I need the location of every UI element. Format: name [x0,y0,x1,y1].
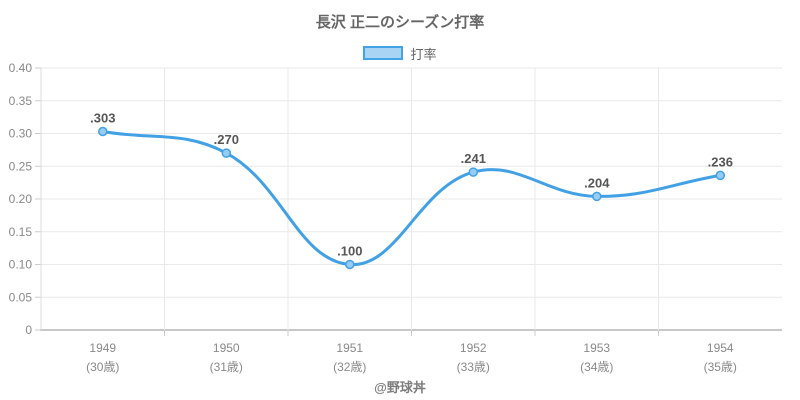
x-tick-label-age: (31歳) [210,360,243,374]
x-tick-label-year: 1952 [460,341,487,355]
data-point-label: .270 [214,132,239,147]
y-tick-label: 0.20 [9,192,33,206]
x-tick-label-year: 1951 [336,341,363,355]
legend[interactable]: 打率 [0,45,800,62]
x-tick-label-age: (33歳) [457,360,490,374]
data-point-label: .303 [90,111,115,126]
legend-label: 打率 [410,46,437,62]
y-tick-label: 0.25 [9,159,33,173]
y-tick-label: 0 [25,323,32,337]
x-tick-label-age: (35歳) [704,360,737,374]
data-point[interactable] [98,126,108,137]
data-point-label: .100 [337,244,362,259]
data-point[interactable] [715,170,726,181]
y-tick-label: 0.10 [9,258,33,272]
data-point-label: .236 [708,154,733,169]
footer-credit: @野球丼 [374,380,426,395]
x-tick-label-age: (32歳) [333,360,366,374]
y-tick-label: 0.35 [9,94,33,108]
x-tick-label-year: 1950 [213,341,240,355]
data-point[interactable] [468,167,479,177]
chart-title: 長沢 正二のシーズン打率 [315,14,485,31]
x-tick-label-year: 1953 [583,341,610,355]
x-tick-label-year: 1954 [707,341,734,355]
x-tick-label-age: (34歳) [580,360,613,374]
y-tick-label: 0.15 [9,225,33,239]
y-tick-label: 0.30 [9,127,33,141]
x-tick-label-year: 1949 [89,341,116,355]
data-point-label: .241 [461,151,486,166]
y-tick-label: 0.40 [9,61,33,75]
x-tick-label-age: (30歳) [86,360,119,374]
y-tick-label: 0.05 [9,290,33,304]
data-point[interactable] [221,148,232,158]
legend-swatch [363,46,404,60]
data-point[interactable] [345,259,355,270]
series-line [101,130,722,267]
data-point-label: .204 [584,175,610,190]
data-point[interactable] [592,191,602,202]
